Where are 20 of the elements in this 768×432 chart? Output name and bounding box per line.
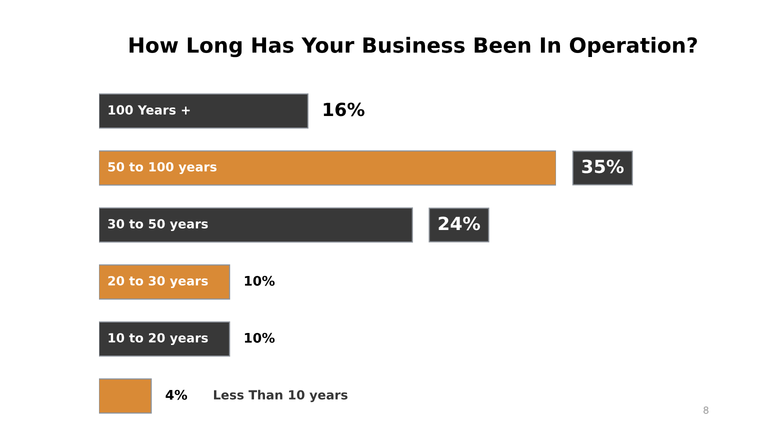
- bar: [99, 93, 308, 129]
- data-label: 10%: [244, 332, 275, 343]
- y-tick-label: 50 to 100 years: [108, 162, 217, 174]
- y-tick-label: 10 to 20 years: [108, 333, 208, 346]
- data-label: 10%: [244, 276, 275, 286]
- y-tick-label: 30 to 50 years: [108, 219, 208, 232]
- data-label: 16%: [324, 102, 364, 116]
- data-label: 4%: [166, 390, 188, 400]
- text: 8: [704, 406, 708, 414]
- chart-title: How Long Has Your Business Been In Operation?: [130, 36, 697, 58]
- y-tick-label: Less Than 10 years: [214, 390, 348, 402]
- y-tick-label: 20 to 30 years: [108, 276, 208, 288]
- data-label: 35%: [582, 160, 624, 174]
- bar: [99, 321, 230, 357]
- bar: [99, 207, 413, 243]
- bar: [99, 264, 230, 300]
- bar: [99, 150, 556, 186]
- bar: [99, 378, 152, 414]
- y-tick-label: 100 Years +: [108, 105, 190, 115]
- data-label: 24%: [438, 216, 480, 230]
